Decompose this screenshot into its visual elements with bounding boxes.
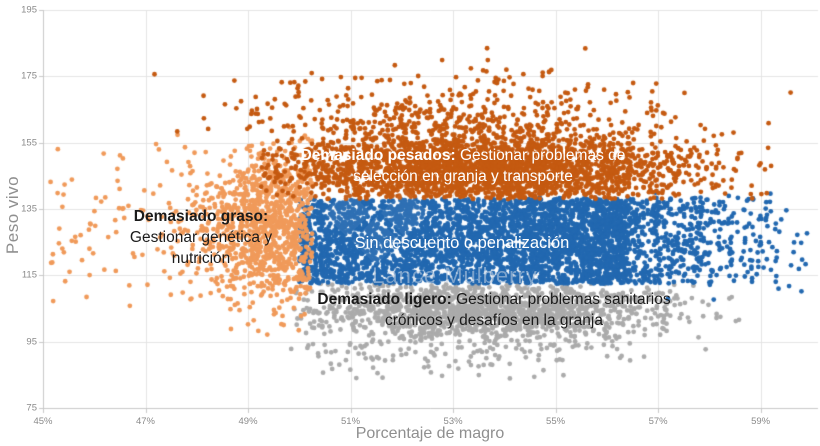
y-tick-label: 135: [21, 203, 37, 215]
watermark-text: Lance Mulberry: [372, 263, 538, 288]
x-tick-label: 59%: [751, 416, 771, 427]
region-label-demasiado-graso: Demasiado graso: Gestionar genética y nu…: [113, 206, 289, 269]
y-tick-label: 95: [26, 336, 37, 348]
y-axis-title: Peso vivo: [3, 175, 22, 255]
y-tick-label: 75: [26, 402, 37, 414]
region-label-text: Sin descuento o penalización: [354, 234, 570, 252]
x-tick-label: 51%: [341, 416, 361, 427]
region-label-demasiado-ligero: Demasiado ligero: Gestionar problemas sa…: [308, 289, 680, 331]
region-label-text: Gestionar genética y nutrición: [129, 229, 273, 267]
y-tick-label: 175: [21, 70, 37, 82]
region-label-bold: Demasiado ligero:: [317, 291, 452, 308]
region-label-text: Gestionar problemas de selección en gran…: [353, 147, 626, 185]
x-tick-label: 49%: [238, 416, 258, 427]
x-tick-label: 47%: [135, 416, 156, 427]
region-label-demasiado-pesados: Demasiado pesados: Gestionar problemas d…: [271, 145, 655, 187]
x-tick-label: 53%: [443, 416, 463, 427]
region-label-bold: Demasiado pesados:: [300, 147, 456, 164]
x-tick-label: 57%: [648, 416, 668, 427]
region-label-sin-descuento: Sin descuento o penalización: [252, 233, 672, 254]
y-tick-label: 195: [21, 4, 37, 16]
x-tick-label: 55%: [546, 416, 566, 427]
x-axis-title: Porcentaje de magro: [355, 425, 505, 442]
y-tick-label: 155: [21, 137, 37, 149]
y-tick-label: 115: [21, 269, 37, 281]
region-label-text: Gestionar problemas sanitarios crónicos …: [385, 291, 671, 329]
x-tick-label: 45%: [33, 416, 53, 427]
region-label-bold: Demasiado graso:: [133, 208, 269, 225]
